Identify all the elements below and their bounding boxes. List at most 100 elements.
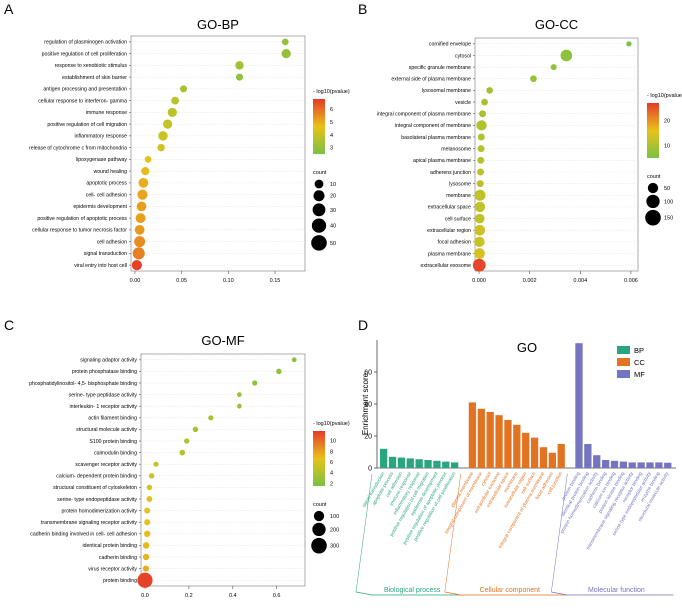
bar <box>504 420 512 468</box>
term-label: adherens junction <box>430 170 471 176</box>
bar <box>415 459 423 468</box>
term-label: cadherin binding involved in cell- cell … <box>30 532 137 538</box>
size-legend-dot <box>313 190 325 202</box>
dot <box>143 530 151 538</box>
term-label: cell- cell adhesion <box>86 192 127 198</box>
term-label: extracellular region <box>427 228 471 234</box>
dot <box>135 213 146 224</box>
legend-label: MF <box>634 370 645 379</box>
dot <box>479 110 487 118</box>
bar <box>575 343 583 468</box>
dot <box>144 156 152 163</box>
size-legend-dot <box>311 537 327 554</box>
bar <box>397 457 406 468</box>
size-legend-label: 40 <box>330 224 336 230</box>
term-label: cell adhesion <box>97 239 127 245</box>
dot <box>146 496 153 502</box>
dot <box>550 64 557 71</box>
size-legend-label: 100 <box>664 199 673 205</box>
term-label: cell surface <box>445 216 471 222</box>
group-bracket <box>551 591 674 596</box>
colorbar-tick-label: 2 <box>330 481 333 487</box>
group-bracket <box>355 591 461 596</box>
dot <box>138 177 149 188</box>
colorbar-title: - log10(pvalue) <box>647 93 682 99</box>
dot <box>153 461 159 467</box>
term-label: protein phosphatase binding <box>72 369 137 375</box>
dot <box>474 224 486 236</box>
group-bracket <box>444 591 567 596</box>
y-tick-label: 0 <box>368 466 372 473</box>
term-label: cellular response to interferon- gamma <box>38 98 127 104</box>
size-legend-dot <box>646 194 660 209</box>
dot <box>474 248 485 259</box>
plot-title: GO-BP <box>197 17 239 32</box>
x-tick-label: 0.10 <box>223 278 234 284</box>
panel-letter-a: A <box>4 1 14 17</box>
x-tick-label: 0.0 <box>141 593 149 599</box>
dot <box>137 189 148 200</box>
colorbar-tick-label: 8 <box>330 449 333 455</box>
term-label: cellular response to tumor necrosis fact… <box>32 228 127 234</box>
size-legend-dot <box>312 203 326 217</box>
term-label: positive regulation of cell proliferatio… <box>42 51 127 57</box>
term-label: lysosome <box>449 181 471 187</box>
group-label: Molecular function <box>588 587 645 594</box>
dot <box>142 553 150 561</box>
bar <box>655 462 663 468</box>
x-tick-label: 0.006 <box>624 278 638 284</box>
term-label: apoptotic process <box>86 181 127 187</box>
dot <box>235 73 244 81</box>
term-label: structural molecule activity <box>76 427 137 433</box>
plot-frame <box>130 35 306 272</box>
size-legend-title: count <box>313 502 327 508</box>
term-label: integral component of plasma membrane <box>377 112 471 118</box>
y-axis-label: Enrichment score <box>361 372 370 435</box>
colorbar-tick-label: 4 <box>330 471 333 477</box>
colorbar-tick-label: 10 <box>330 439 336 445</box>
dot <box>236 403 242 409</box>
dot <box>171 96 180 105</box>
dot <box>136 201 147 212</box>
term-label: epidermis development <box>73 204 127 210</box>
dot <box>163 119 173 129</box>
y-tick-label: 60 <box>364 370 372 377</box>
dot <box>235 61 244 70</box>
term-label: lipoxygenase pathway <box>76 157 127 163</box>
bar <box>433 460 441 468</box>
term-label: scavenger receptor activity <box>75 462 137 468</box>
term-label: signal transduction <box>84 251 127 257</box>
term-label: antigen processing and presentation <box>43 87 127 93</box>
size-legend-label: 20 <box>330 194 336 200</box>
term-label: release of cytochrome c from mitochondri… <box>29 145 127 151</box>
bar-chart-title: GO <box>517 340 537 355</box>
term-label: positive regulation of apoptotic process <box>37 216 127 222</box>
size-legend-label: 100 <box>330 514 339 520</box>
term-label: protein homodimerization activity <box>61 508 137 514</box>
term-label: extracellular exosome <box>421 263 472 269</box>
size-legend-dot <box>314 179 324 189</box>
group-label: Biological process <box>384 587 441 594</box>
bar <box>548 452 556 468</box>
colorbar-tick-label: 4 <box>330 133 333 139</box>
term-label: S100 protein binding <box>89 439 137 445</box>
term-label: establishment of skin barrier <box>62 75 127 81</box>
bar <box>530 437 539 468</box>
dot <box>481 98 488 106</box>
size-legend-dot <box>313 510 325 522</box>
legend-swatch <box>617 358 630 366</box>
plot-title: GO-MF <box>201 333 244 348</box>
term-label: apical plasma membrane <box>413 158 471 164</box>
bar <box>495 415 503 468</box>
term-label: cornified envelope <box>429 42 471 48</box>
legend-swatch <box>617 370 630 378</box>
dot <box>179 85 188 93</box>
plot-title: GO-CC <box>535 17 578 32</box>
colorbar-title: - log10(pvalue) <box>313 421 350 427</box>
size-legend-dot <box>311 218 327 233</box>
dot <box>142 542 150 549</box>
term-label: calmodulin binding <box>94 450 137 456</box>
term-label: external side of plasma membrane <box>391 77 471 83</box>
term-label: serine- type peptidase activity <box>69 392 138 398</box>
